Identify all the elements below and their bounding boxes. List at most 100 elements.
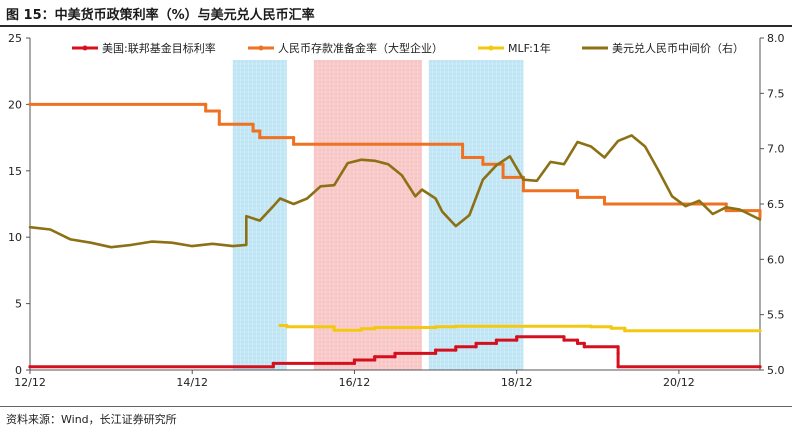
series-1-point (434, 348, 438, 352)
series-1-point (494, 338, 498, 342)
series-2-point (217, 122, 221, 126)
legend-label-4: 美元兑人民币中间价（右） (612, 41, 744, 55)
left-tick-label: 25 (8, 32, 22, 45)
right-tick-label: 5.0 (767, 364, 785, 377)
series-2-point (204, 102, 208, 106)
legend-marker-1 (82, 45, 88, 51)
shaded-period-3 (428, 60, 524, 370)
series-3-point (278, 323, 282, 328)
series-2-point (602, 195, 607, 199)
series-2-point (251, 122, 255, 126)
series-2-point (758, 209, 762, 213)
series-3-point (623, 329, 627, 333)
right-tick-label: 7.0 (767, 143, 785, 156)
series-2-point (521, 189, 526, 193)
left-tick-label: 15 (8, 165, 22, 178)
series-1-point (28, 365, 32, 369)
legend-label-1: 美国:联邦基金目标利率 (102, 41, 216, 55)
series-1-point (515, 338, 519, 342)
series-2-point (461, 142, 465, 146)
series-1-point (575, 338, 580, 342)
series-1-point (562, 335, 566, 339)
series-1-point (434, 351, 438, 355)
series-3-point (623, 326, 627, 330)
x-tick-label: 16/12 (339, 376, 371, 389)
x-tick-label: 12/12 (14, 376, 46, 389)
series-1-point (582, 341, 586, 345)
source-divider (0, 406, 792, 407)
x-tick-label: 14/12 (176, 376, 208, 389)
series-1-point (582, 345, 586, 349)
figure-title: 图 15：中美货币政策利率（%）与美元兑人民币汇率 (6, 8, 315, 23)
series-1-point (352, 358, 356, 362)
left-tick-label: 20 (8, 98, 22, 111)
series-2-point (481, 155, 485, 160)
series-2-point (217, 109, 221, 113)
figure-source: 资料来源：Wind，长江证券研究所 (6, 413, 177, 426)
series-1-point (271, 365, 275, 369)
series-1-point (271, 361, 275, 365)
series-1-point (515, 335, 519, 339)
series-3-point (285, 325, 289, 329)
series-2-point (204, 109, 208, 113)
series-2-point (461, 155, 465, 160)
series-2-point (258, 129, 262, 133)
title-divider (0, 25, 792, 27)
series-1-point (575, 341, 580, 345)
series-1-point (616, 345, 620, 349)
series-2-point (724, 209, 728, 213)
series-line-4 (28, 134, 762, 249)
series-2-point (258, 136, 262, 140)
right-tick-label: 8.0 (767, 32, 785, 45)
series-3-point (758, 329, 762, 333)
series-1-point (393, 351, 397, 355)
legend-marker-3 (488, 45, 494, 51)
series-2-point (28, 102, 32, 106)
series-1-point (454, 348, 458, 352)
series-1-point (373, 358, 377, 362)
right-tick-label: 5.5 (767, 309, 785, 322)
legend-marker-2 (258, 45, 264, 51)
legend-label-2: 人民币存款准备金率（大型企业） (278, 41, 443, 55)
series-2-point (724, 202, 728, 206)
series-1-point (474, 345, 478, 349)
right-tick-label: 7.5 (767, 87, 785, 100)
series-2-point (575, 195, 580, 199)
shaded-period-1 (232, 60, 287, 370)
left-tick-label: 10 (8, 231, 22, 244)
series-1-point (474, 341, 478, 345)
series-2-point (575, 189, 580, 193)
series-2-point (501, 162, 505, 166)
series-3-point (359, 327, 363, 331)
series-3-point (609, 326, 613, 330)
series-3-point (332, 325, 336, 329)
left-tick-label: 0 (15, 364, 22, 377)
series-1-point (352, 361, 356, 365)
series-2-point (292, 142, 296, 146)
shaded-period-2 (313, 60, 423, 370)
series-2-point (501, 175, 505, 179)
series-1-point (494, 341, 498, 345)
shaded-periods (232, 60, 524, 370)
series-3-point (589, 325, 593, 329)
right-tick-label: 6.5 (767, 198, 785, 211)
series-3-point (434, 325, 438, 329)
series-2-point (602, 202, 607, 206)
series-1-point (373, 355, 377, 359)
series-1-point (562, 338, 566, 342)
x-tick-label: 20/12 (663, 376, 695, 389)
series-1-point (393, 355, 397, 359)
chart-axes: 0 5 10 15 20 25 5.0 5.5 6.0 6.5 7.0 7.5 8.0 12/12 14/1… (8, 32, 785, 389)
right-tick-label: 6.0 (767, 253, 785, 266)
series-3-point (332, 328, 336, 332)
series-2-point (251, 129, 255, 133)
series-1-point (758, 365, 762, 369)
series-1-point (616, 365, 620, 369)
series-lines (28, 102, 762, 369)
series-1-point (616, 351, 620, 355)
series-3-point (373, 325, 377, 330)
series-2-point (292, 136, 296, 140)
series-3-point (454, 324, 458, 328)
x-tick-label: 18/12 (501, 376, 533, 389)
